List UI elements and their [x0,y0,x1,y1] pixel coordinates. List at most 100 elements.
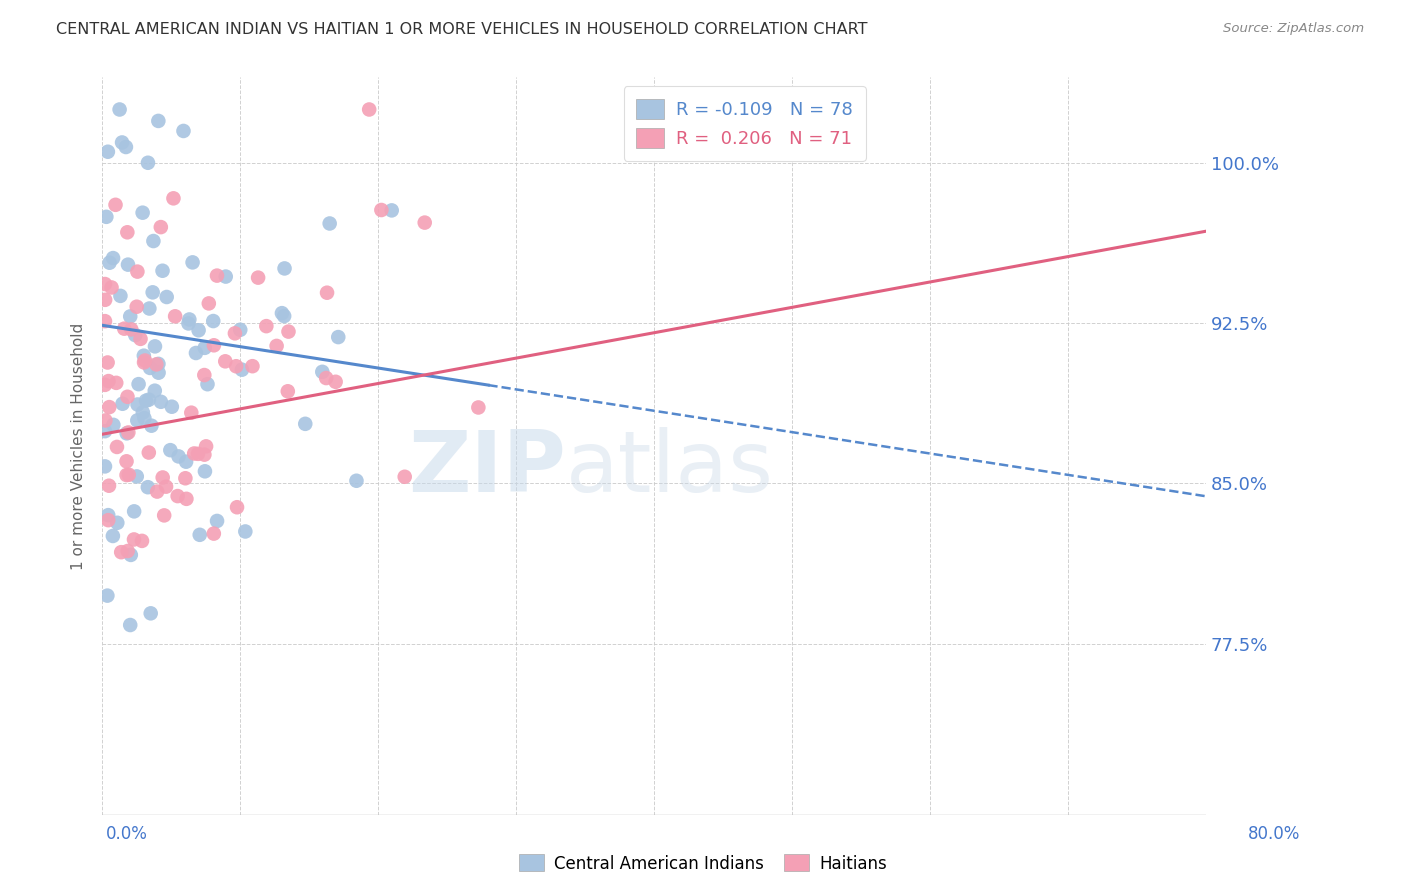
Point [118,467,141,482]
Point [135,393,157,408]
Point [316,285,339,300]
Point [120,310,142,324]
Point [179,312,201,326]
Point [122,533,145,547]
Point [187,447,209,461]
Point [132,405,155,419]
Point [94,314,117,328]
Point [115,140,138,154]
Point [197,377,219,392]
Point [138,301,160,316]
Point [120,548,142,562]
Point [229,323,252,337]
Point [146,484,169,499]
Point [254,319,277,334]
Point [112,321,135,335]
Point [174,471,197,485]
Point [311,365,333,379]
Point [162,191,184,205]
Point [94,377,117,392]
Point [97,374,120,388]
Point [138,445,160,459]
Point [180,406,202,420]
Point [124,328,146,343]
Point [94,413,117,427]
Point [193,368,215,382]
Text: ZIP: ZIP [408,426,565,509]
Point [167,450,190,464]
Point [318,217,340,231]
Legend: Central American Indians, Haitians: Central American Indians, Haitians [513,847,893,880]
Point [215,269,238,284]
Point [97,145,120,159]
Point [315,371,337,385]
Point [143,384,166,398]
Point [105,516,128,530]
Text: Source: ZipAtlas.com: Source: ZipAtlas.com [1223,22,1364,36]
Point [141,418,163,433]
Point [242,359,264,374]
Point [139,607,162,621]
Point [233,524,256,539]
Point [132,349,155,363]
Point [166,489,188,503]
Point [152,470,174,484]
Point [359,103,381,117]
Point [148,357,170,371]
Point [115,454,138,468]
Point [165,310,187,324]
Point [100,280,122,294]
Point [467,401,489,415]
Point [155,480,177,494]
Point [205,268,228,283]
Point [110,545,132,559]
Point [381,203,404,218]
Point [177,317,200,331]
Point [149,220,172,235]
Point [194,464,217,478]
Point [214,354,236,368]
Point [183,446,205,460]
Point [98,256,121,270]
Point [247,270,270,285]
Point [174,455,197,469]
Point [152,264,174,278]
Point [117,225,139,239]
Point [110,289,132,303]
Text: atlas: atlas [565,426,773,509]
Point [159,443,181,458]
Point [224,326,246,341]
Point [328,330,350,344]
Point [277,325,299,339]
Point [97,508,120,523]
Point [98,479,121,493]
Point [96,589,118,603]
Point [134,411,156,425]
Point [143,339,166,353]
Point [105,376,128,390]
Point [188,528,211,542]
Point [117,425,139,440]
Point [136,480,159,494]
Point [111,136,134,150]
Point [370,202,392,217]
Point [198,296,221,310]
Point [128,377,150,392]
Point [132,355,155,369]
Point [226,500,249,515]
Point [115,426,138,441]
Point [139,360,162,375]
Point [98,400,121,414]
Point [97,355,120,369]
Point [101,251,124,265]
Point [271,306,294,320]
Point [202,338,225,352]
Point [149,394,172,409]
Point [202,314,225,328]
Point [136,155,159,169]
Point [94,293,117,307]
Text: 0.0%: 0.0% [105,825,148,843]
Point [101,529,124,543]
Point [181,255,204,269]
Point [142,285,165,300]
